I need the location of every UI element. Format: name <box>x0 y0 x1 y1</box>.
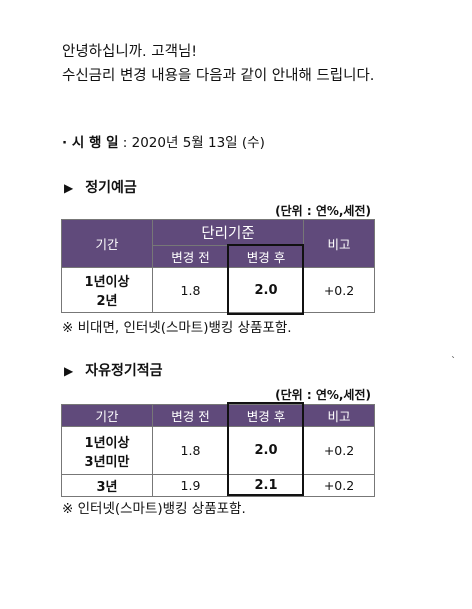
header-after: 변경 후 <box>228 245 304 268</box>
cell-note: +0.2 <box>303 426 375 475</box>
period-line-2: 3년미만 <box>84 454 130 470</box>
effective-date-value: : 2020년 5월 13일 (수) <box>118 135 265 151</box>
cell-before: 1.8 <box>152 426 229 475</box>
cell-period: 1년이상 2년 <box>61 267 153 313</box>
cell-period: 3년 <box>61 474 153 497</box>
cell-after: 2.1 <box>228 474 304 497</box>
triangle-bullet-icon: ▶ <box>64 364 74 378</box>
cell-note: +0.2 <box>303 267 375 313</box>
header-before: 변경 전 <box>152 404 229 427</box>
section-title-time-deposit: ▶ 정기예금 <box>64 177 137 197</box>
cell-note: +0.2 <box>303 474 375 497</box>
cell-period: 1년이상 3년미만 <box>61 426 153 475</box>
header-note: 비고 <box>303 219 375 268</box>
section-title-installment-savings: ▶ 자유정기적금 <box>64 360 163 380</box>
rate-table-installment-savings: 기간 변경 전 변경 후 비고 1년이상 3년미만 1.8 2.0 +0.2 3년… <box>61 404 375 497</box>
rate-table-time-deposit: 기간 단리기준 비고 변경 전 변경 후 1년이상 2년 1.8 2.0 +0.2 <box>61 219 375 313</box>
footnote: ※ 인터넷(스마트)뱅킹 상품포함. <box>62 501 246 517</box>
unit-label: (단위 : 연%,세전) <box>275 388 371 402</box>
period-line-2: 2년 <box>96 294 118 309</box>
cell-before: 1.9 <box>152 474 229 497</box>
period-line-1: 1년이상 <box>84 275 130 290</box>
effective-date: · 시 행 일 : 2020년 5월 13일 (수) <box>62 131 265 151</box>
section-title-text: 정기예금 <box>85 180 137 196</box>
table-row: 3년 1.9 2.1 +0.2 <box>61 474 375 497</box>
triangle-bullet-icon: ▶ <box>64 181 74 195</box>
stray-mark: ` <box>451 356 456 367</box>
cell-after: 2.0 <box>228 426 304 475</box>
effective-date-label: · 시 행 일 <box>62 135 119 151</box>
period-line-1: 1년이상 <box>84 435 130 451</box>
greeting-line-1: 안녕하십니까. 고객님! <box>62 44 198 60</box>
table-row: 1년이상 2년 1.8 2.0 +0.2 <box>61 267 375 313</box>
table-row: 1년이상 3년미만 1.8 2.0 +0.2 <box>61 426 375 475</box>
header-simple-interest: 단리기준 <box>152 219 304 246</box>
header-period: 기간 <box>61 219 153 268</box>
header-note: 비고 <box>303 404 375 427</box>
footnote: ※ 비대면, 인터넷(스마트)뱅킹 상품포함. <box>62 320 292 336</box>
header-period: 기간 <box>61 404 153 427</box>
header-after: 변경 후 <box>228 404 304 427</box>
header-before: 변경 전 <box>152 245 229 268</box>
cell-after: 2.0 <box>228 267 304 313</box>
unit-label: (단위 : 연%,세전) <box>275 204 371 218</box>
greeting-line-2: 수신금리 변경 내용을 다음과 같이 안내해 드립니다. <box>62 68 375 84</box>
section-title-text: 자유정기적금 <box>85 363 163 379</box>
cell-before: 1.8 <box>152 267 229 313</box>
